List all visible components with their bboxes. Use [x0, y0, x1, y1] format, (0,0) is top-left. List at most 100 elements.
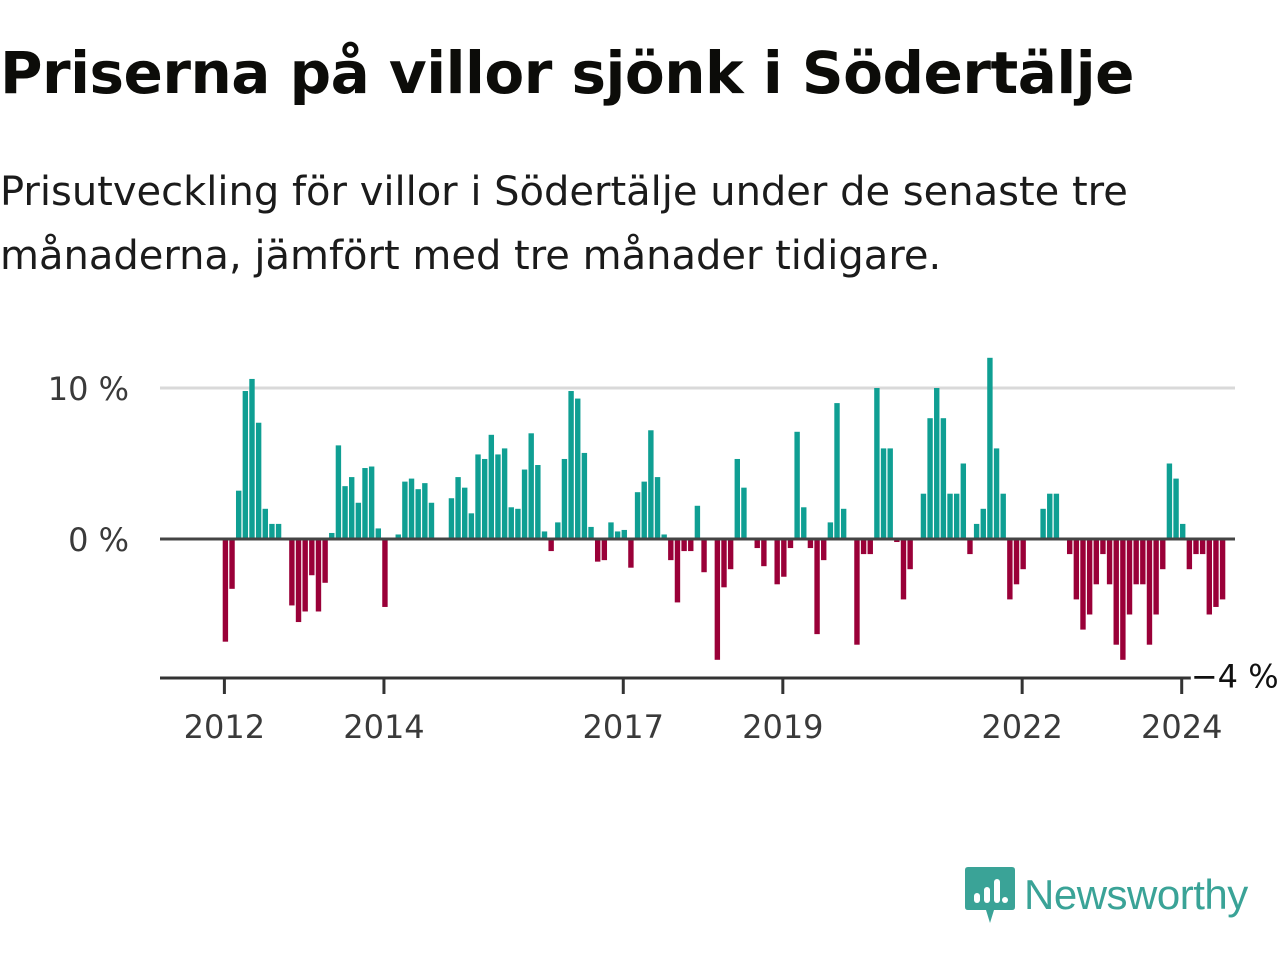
bar — [940, 418, 947, 539]
bar — [594, 539, 601, 562]
bar — [541, 531, 548, 539]
bar — [960, 463, 967, 539]
bar — [561, 458, 568, 539]
bar — [867, 539, 873, 555]
bar — [953, 493, 960, 539]
bar — [694, 505, 701, 539]
newsworthy-icon — [965, 867, 1015, 923]
bar — [1113, 539, 1119, 645]
bar — [634, 492, 641, 539]
bar — [475, 454, 481, 539]
bar — [801, 507, 807, 539]
bar — [654, 477, 661, 539]
bar — [342, 486, 348, 539]
chart-subtitle: Prisutveckling för villor i Södertälje u… — [0, 169, 1128, 279]
bar — [814, 539, 820, 635]
bar — [1100, 539, 1106, 555]
bar — [681, 539, 687, 552]
bar — [900, 539, 907, 600]
newsworthy-logo: Newsworthy — [964, 864, 1248, 926]
bar — [448, 498, 455, 539]
bar — [787, 539, 794, 549]
bar — [920, 493, 927, 539]
bar — [648, 430, 654, 539]
bar — [947, 493, 953, 539]
bar — [601, 539, 608, 561]
bar — [628, 539, 634, 568]
axes — [160, 537, 1235, 694]
bar — [1073, 539, 1080, 600]
bar — [1199, 539, 1206, 555]
bar — [415, 489, 421, 539]
bar — [242, 391, 249, 539]
bar — [1219, 539, 1226, 600]
bar — [309, 539, 315, 576]
bar — [382, 539, 388, 607]
x-tick-label: 2022 — [981, 708, 1062, 746]
bar — [880, 448, 887, 539]
bar — [528, 433, 534, 539]
bar — [349, 477, 355, 539]
bar — [1153, 539, 1159, 615]
bar — [229, 539, 235, 589]
bar — [1213, 539, 1219, 607]
bar — [1080, 539, 1086, 630]
bar — [568, 391, 574, 539]
bar — [1120, 539, 1126, 660]
bar — [973, 523, 980, 539]
bar — [727, 539, 734, 570]
bar — [661, 534, 667, 539]
bar — [1086, 539, 1093, 615]
bar — [1173, 478, 1179, 539]
bar — [1106, 539, 1113, 585]
bar — [1126, 539, 1133, 615]
bar — [1180, 523, 1186, 539]
bar — [302, 539, 308, 612]
y-tick-label: 0 % — [68, 521, 129, 559]
axis-labels: 0 %10 %2012 2014 2017 2019 2022 2024−4 %−4 % — [48, 370, 1280, 746]
bar — [455, 477, 461, 539]
bar — [249, 378, 255, 539]
bar — [235, 490, 242, 539]
bar — [575, 398, 581, 539]
bar — [555, 522, 561, 539]
bar — [761, 539, 767, 567]
bar — [741, 487, 747, 539]
bar — [721, 539, 727, 588]
bar — [402, 481, 408, 539]
bar — [1053, 493, 1060, 539]
bar — [428, 502, 435, 539]
bar — [874, 388, 880, 539]
bar — [262, 508, 268, 539]
bar — [980, 508, 986, 539]
bar — [395, 534, 401, 539]
bar — [840, 508, 847, 539]
bar — [674, 539, 681, 603]
bar — [588, 526, 594, 539]
bar — [934, 388, 940, 539]
bar — [794, 431, 800, 539]
x-tick-label: 2024 — [1141, 708, 1222, 746]
bar — [355, 502, 362, 539]
bar — [781, 539, 787, 577]
bar — [927, 418, 933, 539]
bar — [462, 487, 468, 539]
bar — [515, 508, 521, 539]
bar — [1166, 463, 1173, 539]
bar — [535, 465, 541, 539]
bar — [754, 539, 760, 549]
bar — [315, 539, 322, 612]
bar — [907, 539, 913, 570]
bar — [1160, 539, 1166, 570]
bar — [335, 445, 342, 539]
bar — [734, 458, 740, 539]
brand-name: Newsworthy — [1024, 871, 1248, 918]
bar — [1047, 493, 1053, 539]
x-tick-label: 2012 — [184, 708, 265, 746]
chart-title: Priserna på villor sjönk i Södertälje — [0, 39, 1134, 107]
bar — [688, 539, 694, 552]
bar — [495, 454, 501, 539]
bar — [1020, 539, 1026, 570]
bar — [581, 452, 588, 539]
bar — [222, 539, 229, 642]
